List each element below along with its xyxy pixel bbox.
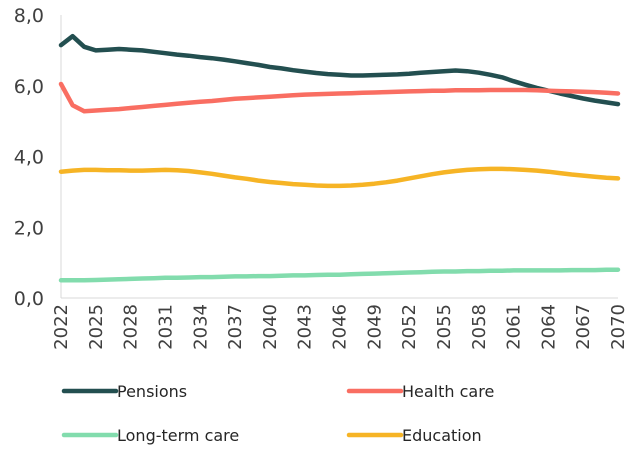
x-tick-label: 2052 <box>399 304 420 350</box>
legend-item: Long-term care <box>61 426 239 445</box>
y-tick-label: 0,0 <box>14 288 44 310</box>
x-tick-label: 2031 <box>155 304 176 350</box>
legend-label: Pensions <box>117 382 187 401</box>
x-tick-label: 2025 <box>86 304 107 350</box>
y-tick-label: 8,0 <box>14 5 44 27</box>
x-tick-label: 2037 <box>225 304 246 350</box>
x-tick-label: 2049 <box>364 304 385 350</box>
legend: Pensions Health care Long-term care Educati… <box>61 382 494 445</box>
series-line-long-term-care <box>58 267 621 283</box>
legend-item: Pensions <box>61 382 187 401</box>
legend-item: Education <box>346 426 482 445</box>
legend-label: Long-term care <box>117 426 239 445</box>
x-tick-label: 2070 <box>608 304 629 350</box>
legend-label: Education <box>402 426 482 445</box>
series-lines <box>58 33 621 283</box>
y-tick-label: 2,0 <box>14 217 44 239</box>
series-line-pensions <box>58 33 621 107</box>
x-tick-label: 2040 <box>260 304 281 350</box>
x-tick-label: 2034 <box>190 304 211 350</box>
x-tick-label: 2058 <box>469 304 490 350</box>
x-tick-label: 2061 <box>504 304 525 350</box>
y-tick-label: 6,0 <box>14 76 44 98</box>
x-tick-label: 2043 <box>295 304 316 350</box>
x-tick-label: 2067 <box>573 304 594 350</box>
x-tick-label: 2022 <box>51 304 72 350</box>
legend-label: Health care <box>402 382 494 401</box>
x-tick-label: 2028 <box>121 304 142 350</box>
y-tick-label: 4,0 <box>14 147 44 169</box>
x-axis-ticks: 2022 2025 2028 2031 2034 2037 2040 2043 2046 2049… <box>51 304 629 350</box>
y-axis-ticks: 0,0 2,0 4,0 6,0 8,0 <box>14 5 44 310</box>
series-line-education <box>58 166 621 189</box>
x-tick-label: 2064 <box>538 304 559 350</box>
x-tick-label: 2055 <box>434 304 455 350</box>
series-line-health-care <box>58 81 621 114</box>
x-tick-label: 2046 <box>330 304 351 350</box>
legend-item: Health care <box>346 382 494 401</box>
